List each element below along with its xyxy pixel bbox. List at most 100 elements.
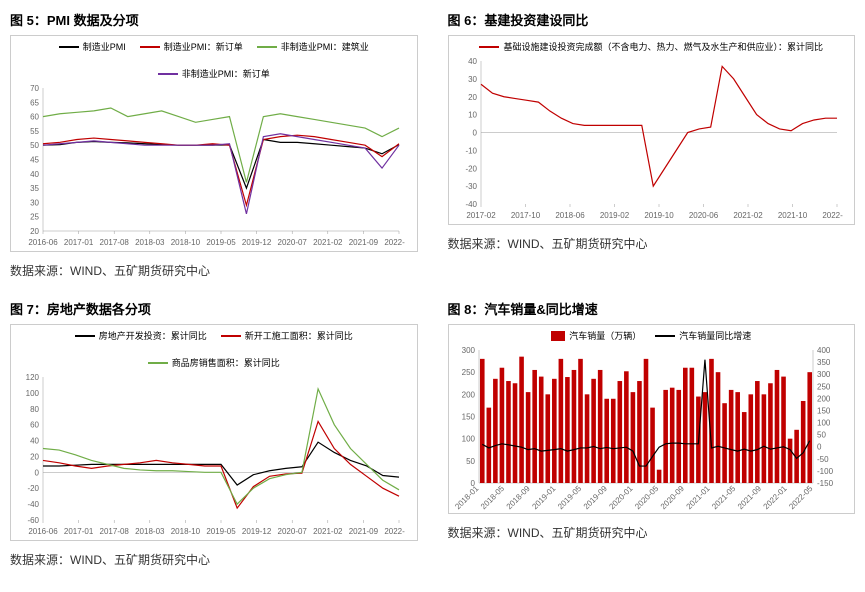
svg-text:-10: -10 [465, 146, 477, 155]
svg-text:-40: -40 [465, 200, 477, 209]
legend-label: 新开工施工面积：累计同比 [245, 329, 353, 342]
legend-swatch [479, 46, 499, 48]
chart-source: 数据来源：WIND、五矿期货研究中心 [10, 262, 418, 279]
legend-item: 汽车销量（万辆） [551, 329, 641, 342]
legend-item: 新开工施工面积：累计同比 [221, 329, 353, 342]
svg-text:-60: -60 [27, 516, 39, 525]
svg-text:2018-10: 2018-10 [171, 527, 201, 536]
legend-swatch [221, 335, 241, 337]
chart-box: 汽车销量（万辆）汽车销量同比增速 050100150200250300-150-… [448, 324, 856, 514]
svg-text:2019-05: 2019-05 [206, 238, 236, 247]
svg-text:2022-04: 2022-04 [384, 527, 405, 536]
legend-swatch [158, 73, 178, 75]
svg-text:2018-06: 2018-06 [555, 211, 585, 220]
svg-text:2018-03: 2018-03 [135, 527, 165, 536]
svg-text:20: 20 [30, 452, 39, 461]
svg-text:2017-08: 2017-08 [100, 238, 130, 247]
svg-text:60: 60 [30, 113, 39, 122]
svg-text:20: 20 [468, 93, 477, 102]
chart-svg: 20253035404550556065702016-062017-012017… [15, 84, 405, 249]
svg-text:150: 150 [817, 406, 831, 415]
svg-text:-20: -20 [465, 164, 477, 173]
chart-source: 数据来源：WIND、五矿期货研究中心 [10, 551, 418, 568]
legend-label: 汽车销量（万辆） [569, 329, 641, 342]
svg-text:300: 300 [817, 370, 831, 379]
svg-text:60: 60 [30, 421, 39, 430]
svg-text:2021-02: 2021-02 [313, 238, 343, 247]
legend-item: 商品房销售面积：累计同比 [148, 356, 280, 369]
legend-label: 制造业PMI [83, 40, 126, 53]
legend-label: 商品房销售面积：累计同比 [172, 356, 280, 369]
chart-box: 房地产开发投资：累计同比 新开工施工面积：累计同比商品房销售面积：累计同比 -60… [10, 324, 418, 541]
svg-text:-100: -100 [817, 467, 834, 476]
svg-text:2017-01: 2017-01 [64, 527, 94, 536]
svg-text:-40: -40 [27, 500, 39, 509]
legend-label: 制造业PMI：新订单 [164, 40, 243, 53]
svg-text:2019-12: 2019-12 [242, 527, 272, 536]
svg-text:2022-01: 2022-01 [761, 484, 789, 511]
chart-legend: 汽车销量（万辆） 汽车销量同比增速 [453, 329, 851, 342]
svg-text:80: 80 [30, 405, 39, 414]
legend-label: 房地产开发投资：累计同比 [99, 329, 207, 342]
svg-text:65: 65 [30, 98, 39, 107]
svg-text:2016-06: 2016-06 [28, 238, 58, 247]
svg-text:350: 350 [817, 358, 831, 367]
svg-text:50: 50 [817, 431, 826, 440]
chart-title: 图 8：汽车销量&同比增速 [448, 299, 856, 318]
legend-item: 非制造业PMI：建筑业 [257, 40, 369, 53]
chart-grid: 图 5：PMI 数据及分项 制造业PMI制造业PMI：新订单非制造业PMI：建筑… [10, 10, 855, 568]
svg-text:2018-05: 2018-05 [478, 484, 506, 511]
svg-text:2020-01: 2020-01 [607, 484, 635, 511]
svg-text:10: 10 [468, 111, 477, 120]
svg-text:0: 0 [35, 468, 40, 477]
legend-item: 制造业PMI [59, 40, 126, 53]
svg-text:2020-06: 2020-06 [688, 211, 718, 220]
svg-text:30: 30 [468, 75, 477, 84]
svg-text:2019-12: 2019-12 [242, 238, 272, 247]
legend-swatch [140, 46, 160, 48]
svg-text:400: 400 [817, 346, 831, 355]
legend-item: 汽车销量同比增速 [655, 329, 751, 342]
chart-legend: 制造业PMI制造业PMI：新订单非制造业PMI：建筑业非制造业PMI：新订单 [15, 40, 413, 80]
chart-source: 数据来源：WIND、五矿期货研究中心 [448, 524, 856, 541]
svg-text:120: 120 [26, 373, 40, 382]
svg-text:2021-09: 2021-09 [349, 238, 379, 247]
svg-text:35: 35 [30, 184, 39, 193]
svg-text:2019-01: 2019-01 [530, 484, 558, 511]
svg-text:2017-02: 2017-02 [466, 211, 496, 220]
legend-item: 制造业PMI：新订单 [140, 40, 243, 53]
legend-swatch [148, 362, 168, 364]
svg-text:55: 55 [30, 127, 39, 136]
svg-text:100: 100 [817, 419, 831, 428]
chart-box: 制造业PMI制造业PMI：新订单非制造业PMI：建筑业非制造业PMI：新订单 2… [10, 35, 418, 252]
svg-text:150: 150 [461, 413, 475, 422]
svg-text:2018-09: 2018-09 [504, 484, 532, 511]
svg-text:2017-08: 2017-08 [100, 527, 130, 536]
svg-text:50: 50 [30, 141, 39, 150]
chart-svg: -40-30-20-100102030402017-022017-102018-… [453, 57, 843, 222]
chart-source: 数据来源：WIND、五矿期货研究中心 [448, 235, 856, 252]
legend-item: 基础设施建设投资完成额（不含电力、热力、燃气及水生产和供应业）：累计同比 [479, 40, 823, 53]
chart-title: 图 6：基建投资建设同比 [448, 10, 856, 29]
svg-text:2020-07: 2020-07 [278, 527, 308, 536]
panel-chart-8: 图 8：汽车销量&同比增速 汽车销量（万辆） 汽车销量同比增速 0 50 100 150… [448, 299, 856, 568]
svg-text:2020-09: 2020-09 [658, 484, 686, 511]
svg-text:2022-06: 2022-06 [822, 211, 843, 220]
svg-text:100: 100 [26, 389, 40, 398]
svg-text:20: 20 [30, 227, 39, 236]
svg-text:2021-09: 2021-09 [735, 484, 763, 511]
legend-swatch [59, 46, 79, 48]
svg-text:2019-02: 2019-02 [599, 211, 629, 220]
svg-text:2019-10: 2019-10 [644, 211, 674, 220]
svg-text:2020-07: 2020-07 [278, 238, 308, 247]
svg-text:0: 0 [817, 443, 822, 452]
svg-text:2021-02: 2021-02 [313, 527, 343, 536]
svg-text:25: 25 [30, 213, 39, 222]
svg-text:2019-05: 2019-05 [556, 484, 584, 511]
svg-text:2017-01: 2017-01 [64, 238, 94, 247]
svg-text:2018-01: 2018-01 [453, 484, 481, 511]
svg-text:100: 100 [461, 435, 475, 444]
legend-label: 基础设施建设投资完成额（不含电力、热力、燃气及水生产和供应业）：累计同比 [503, 40, 823, 53]
svg-text:-30: -30 [465, 182, 477, 191]
legend-swatch [551, 331, 565, 341]
